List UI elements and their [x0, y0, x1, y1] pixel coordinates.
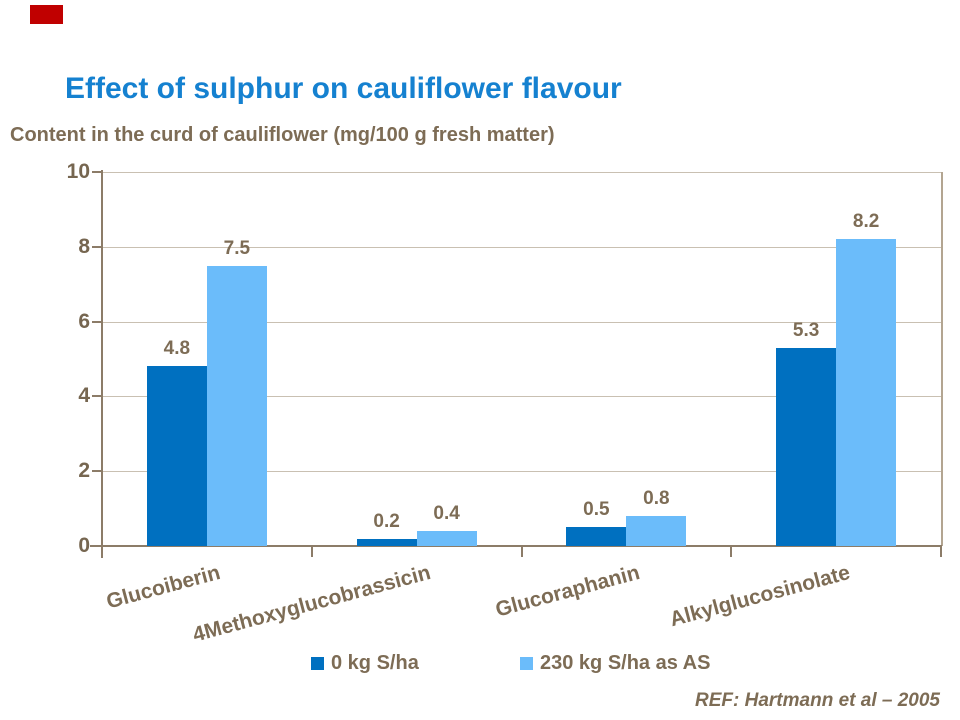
bar [566, 527, 627, 546]
gridline [102, 396, 941, 398]
y-axis-tick [92, 171, 102, 173]
y-axis-tick [92, 395, 102, 398]
bar [836, 239, 897, 546]
bar [776, 347, 837, 546]
bar-value-label: 0.4 [433, 503, 460, 525]
x-axis-tick [520, 546, 523, 557]
bar-value-label: 0.8 [643, 488, 670, 510]
bar [626, 516, 687, 546]
legend-label: 0 kg S/ha [331, 651, 419, 674]
legend-swatch-icon [311, 656, 324, 670]
gridline [102, 321, 941, 323]
y-axis-tick [92, 545, 102, 547]
bar [206, 265, 267, 546]
gridline [102, 172, 941, 173]
bar-value-label: 7.5 [223, 237, 251, 259]
y-tick-label: 8 [78, 234, 90, 258]
chart-axis-title: Content in the curd of cauliflower (mg/1… [10, 124, 555, 146]
bar-value-label: 8.2 [852, 211, 880, 233]
y-tick-label: 6 [78, 309, 90, 333]
y-tick-label: 4 [78, 384, 90, 408]
gridline [102, 246, 941, 248]
bar-value-label: 5.3 [792, 319, 820, 341]
category-label: Glucoraphanin [493, 561, 643, 622]
slide-title: Effect of sulphur on cauliflower flavour [65, 72, 622, 105]
legend-item: 0 kg S/ha [311, 651, 419, 674]
bar-value-label: 4.8 [163, 338, 191, 360]
category-label: Glucoiberin [104, 561, 223, 614]
bar [146, 366, 207, 546]
legend-swatch-icon [520, 656, 533, 670]
x-axis-tick [730, 546, 733, 557]
x-axis-tick [940, 546, 942, 557]
slide-corner-decoration [30, 5, 63, 24]
legend-item: 230 kg S/ha as AS [520, 651, 711, 674]
y-axis-tick [92, 470, 102, 473]
x-axis-line [90, 545, 942, 547]
category-label: 4Methoxyglucobrassicin [189, 561, 433, 647]
y-axis-line [101, 170, 103, 558]
y-axis-tick [92, 245, 102, 248]
x-axis-tick [310, 546, 313, 557]
bar-value-label: 0.5 [583, 499, 610, 521]
category-label: Alkylglucosinolate [666, 561, 853, 632]
x-axis-tick [101, 546, 103, 557]
bar [416, 531, 477, 546]
y-tick-label: 2 [78, 459, 90, 483]
reference-citation: REF: Hartmann et al – 2005 [695, 690, 940, 711]
bar-value-label: 0.2 [373, 510, 400, 532]
y-tick-label: 10 [66, 160, 90, 183]
y-tick-label: 0 [78, 534, 90, 557]
legend-label: 230 kg S/ha as AS [540, 651, 711, 674]
gridline [102, 471, 941, 473]
bar [356, 538, 417, 546]
y-axis-tick [92, 320, 102, 323]
plot-border-right [941, 172, 943, 546]
